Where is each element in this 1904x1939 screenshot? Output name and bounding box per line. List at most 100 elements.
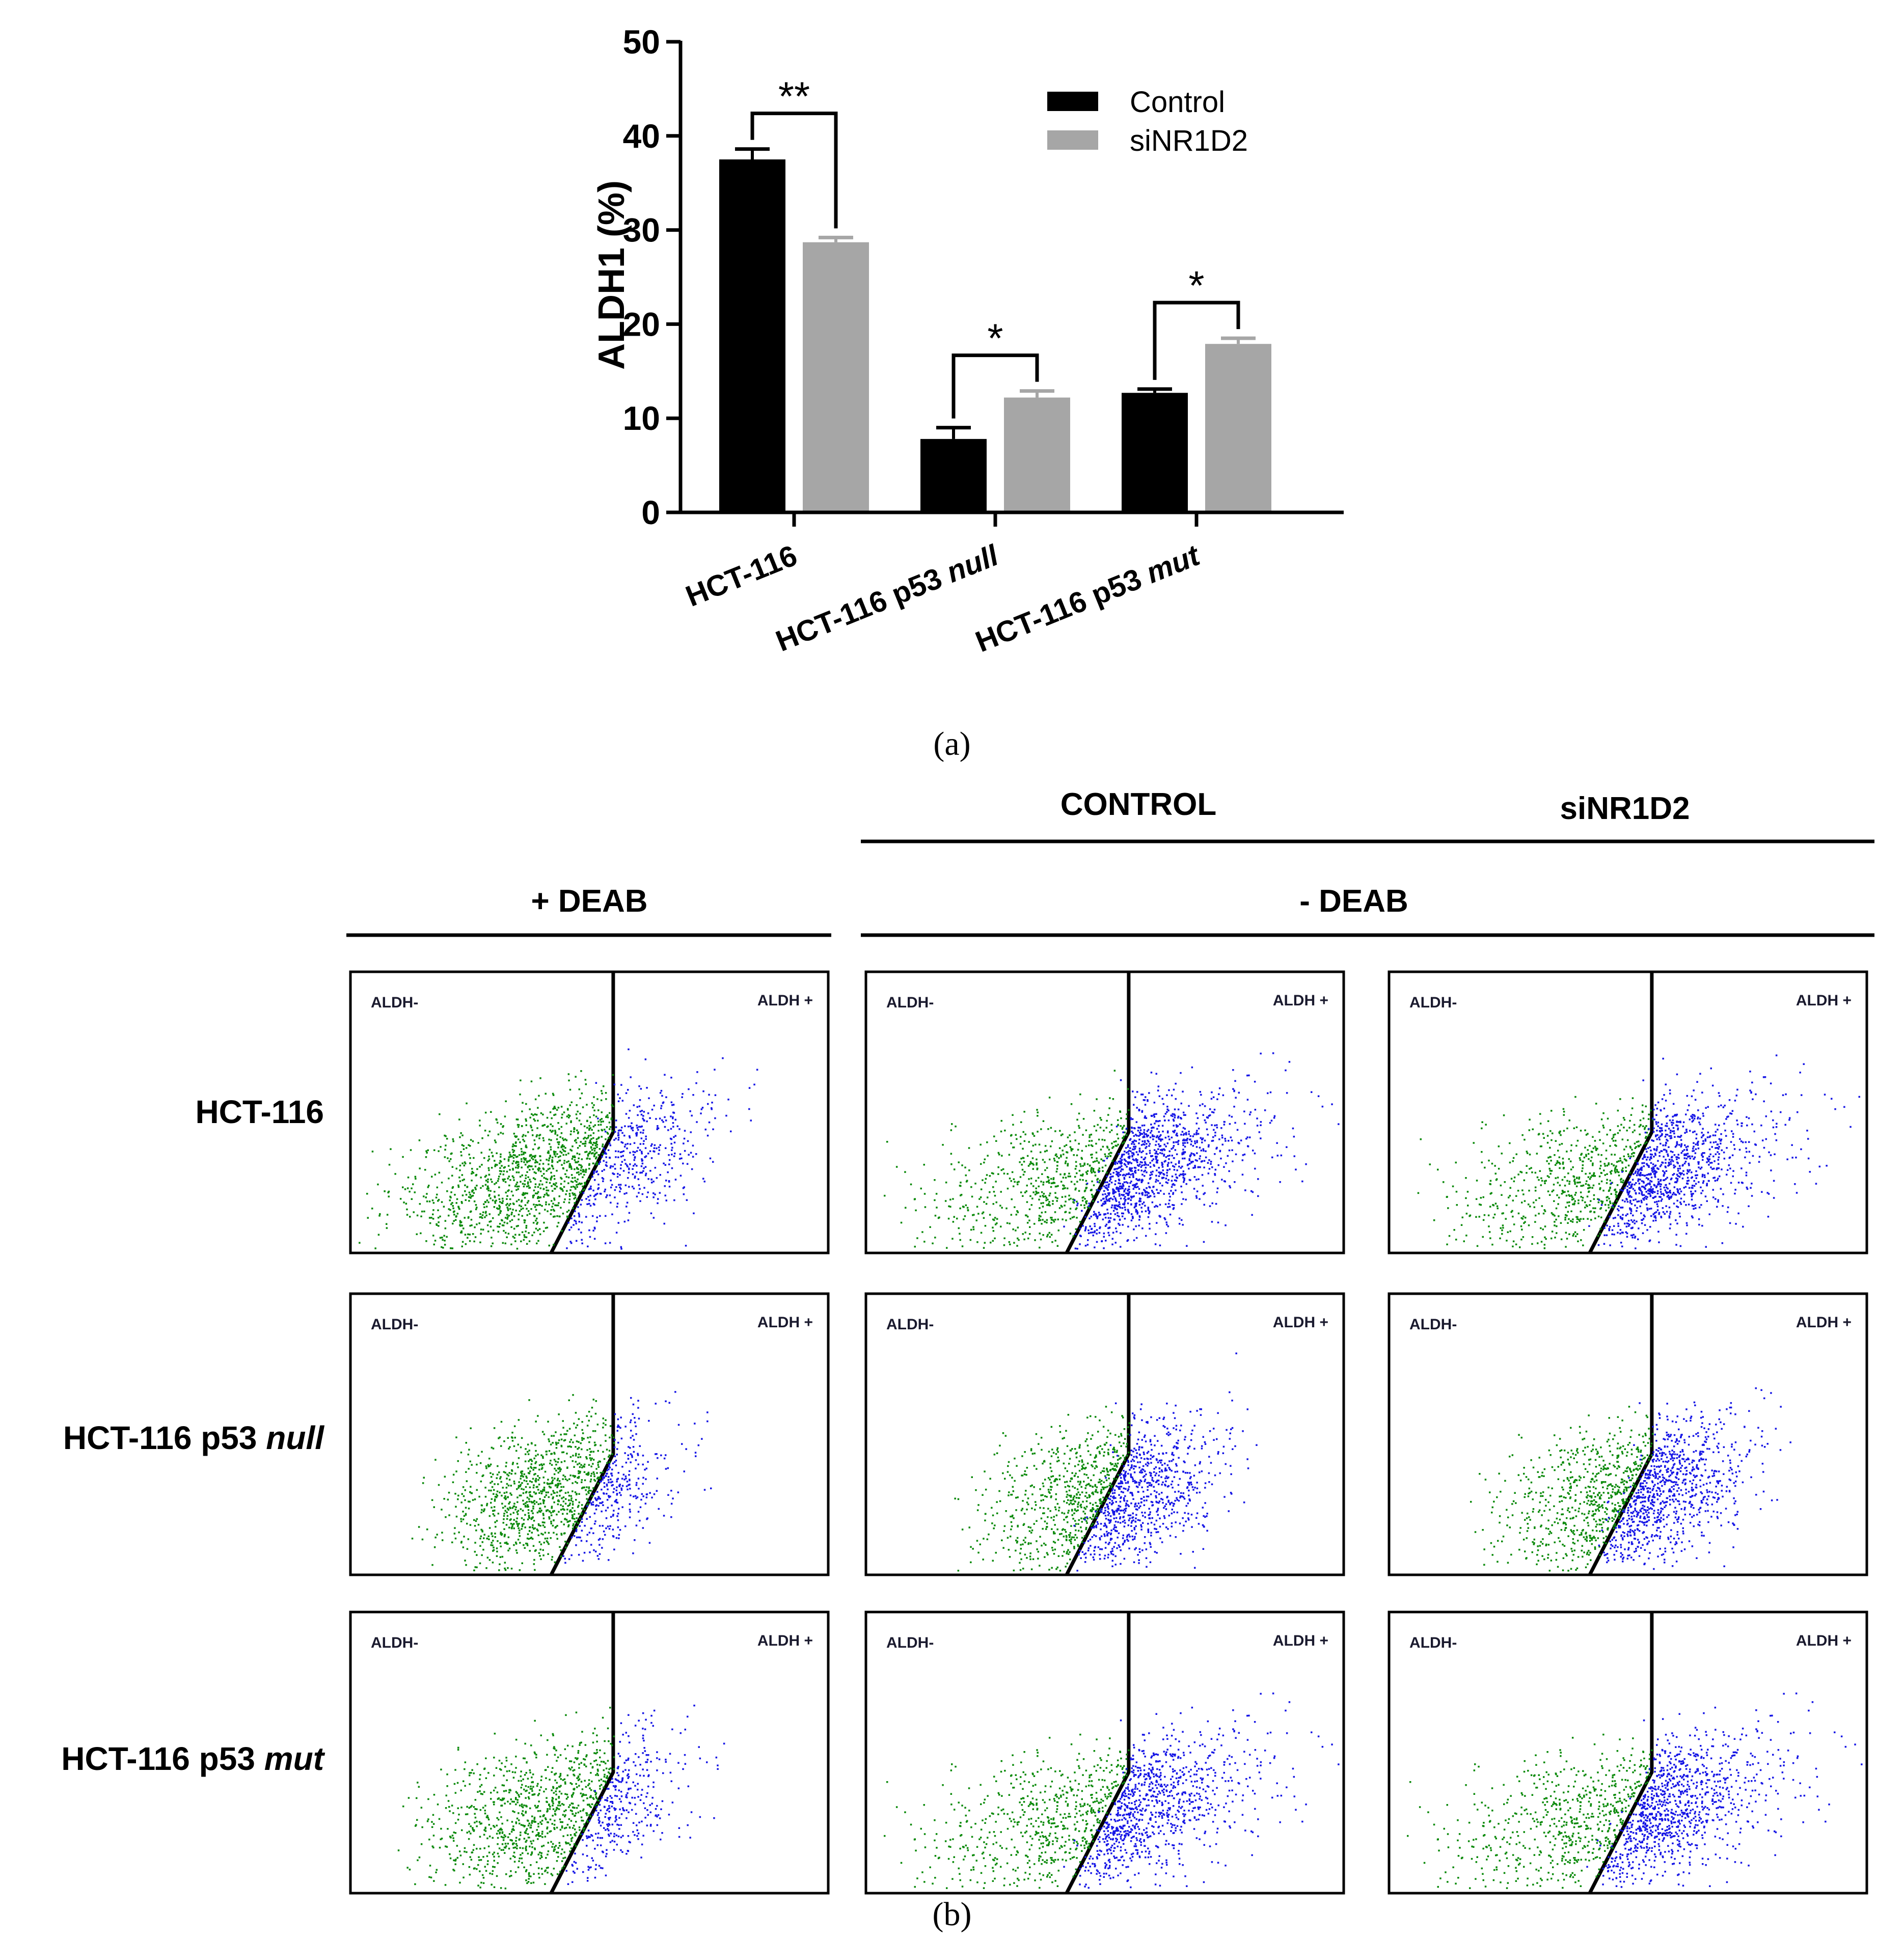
- events-aldh-positive: [1073, 1352, 1258, 1572]
- legend-swatch-control: [1047, 92, 1098, 111]
- header-sinr1d2: siNR1D2: [1560, 791, 1690, 826]
- events-aldh-negative: [954, 1406, 1130, 1572]
- y-axis-label: ALDH1 (%): [591, 180, 632, 370]
- x-tick-label-main: HCT-116 p53: [771, 558, 954, 658]
- significance-stars: **: [778, 74, 810, 119]
- y-tick-label: 30: [623, 211, 660, 249]
- scatter-plot-r2-c1: ALDH- ALDH +: [349, 1292, 830, 1576]
- gate-line: [1588, 1294, 1654, 1576]
- events-aldh-positive: [565, 1704, 725, 1885]
- scatter-plot-r2-c3: ALDH- ALDH +: [1388, 1292, 1868, 1576]
- plot-frame: [864, 1292, 1345, 1576]
- gate-label-positive: ALDH +: [757, 1632, 813, 1649]
- events-aldh-positive: [1588, 1054, 1860, 1249]
- plot-frame: [1388, 1610, 1868, 1895]
- legend-label-sinr1d2: siNR1D2: [1130, 124, 1248, 157]
- row-label-italic: mut: [264, 1740, 325, 1777]
- events-aldh-positive: [1598, 1387, 1791, 1570]
- x-tick-label-main: HCT-116: [681, 539, 802, 613]
- gate-label-negative: ALDH-: [886, 994, 934, 1011]
- gate-label-negative: ALDH-: [371, 1316, 418, 1333]
- gate-line: [549, 1612, 615, 1894]
- bar-sinr1d2-1: [1004, 397, 1070, 512]
- row-label-italic: null: [266, 1419, 324, 1456]
- header-plus-deab: + DEAB: [531, 884, 647, 919]
- x-tick-label: HCT-116: [681, 539, 802, 613]
- plot-frame: [1388, 970, 1868, 1254]
- scatter-plot-r3-c3: ALDH- ALDH +: [1388, 1610, 1868, 1895]
- events-aldh-negative: [1417, 1096, 1654, 1249]
- significance-stars: *: [987, 316, 1003, 361]
- bar-sinr1d2-2: [1205, 344, 1271, 512]
- row-label-main: HCT-116 p53: [63, 1419, 266, 1456]
- caption-b: (b): [933, 1896, 972, 1933]
- legend-label-control: Control: [1130, 86, 1225, 119]
- gate-label-negative: ALDH-: [886, 1316, 934, 1333]
- row-label-main: HCT-116: [195, 1094, 324, 1130]
- events-aldh-negative: [397, 1706, 615, 1890]
- plot-frame: [349, 1610, 830, 1895]
- flow-cytometry-panel: CONTROL siNR1D2 + DEAB - DEAB HCT-116 HCT…: [61, 787, 1874, 1933]
- y-tick-label: 0: [641, 494, 660, 531]
- events-aldh-negative: [1407, 1733, 1653, 1889]
- significance-bracket: [951, 353, 1039, 419]
- header-control: CONTROL: [1060, 787, 1217, 822]
- bar-control-1: [920, 439, 987, 512]
- x-tick-label-italic: null: [942, 538, 1004, 589]
- scatter-plot-r2-c2: ALDH- ALDH +: [864, 1292, 1345, 1576]
- gate-label-positive: ALDH +: [1796, 1632, 1852, 1649]
- gate-line: [549, 1294, 615, 1576]
- scatter-plot-r1-c2: ALDH- ALDH +: [864, 970, 1345, 1254]
- scatter-plot-r1-c3: ALDH- ALDH +: [1388, 970, 1868, 1254]
- x-tick-label-italic: mut: [1141, 538, 1205, 590]
- gate-label-positive: ALDH +: [1273, 992, 1328, 1009]
- gate-label-positive: ALDH +: [1273, 1314, 1328, 1331]
- legend-swatch-sinr1d2: [1047, 130, 1098, 150]
- bar-sinr1d2-0: [803, 242, 869, 512]
- scatter-plot-r3-c1: ALDH- ALDH +: [349, 1610, 830, 1895]
- gate-line: [549, 972, 615, 1254]
- row-label: HCT-116 p53 null: [63, 1419, 324, 1456]
- row-label: HCT-116 p53 mut: [61, 1740, 325, 1777]
- gate-line: [1065, 1294, 1131, 1576]
- y-tick-label: 20: [623, 305, 660, 343]
- gate-label-negative: ALDH-: [1409, 1316, 1457, 1333]
- events-aldh-positive: [1063, 1052, 1340, 1250]
- gate-label-negative: ALDH-: [1409, 1634, 1457, 1651]
- gate-line: [1588, 972, 1654, 1254]
- gate-label-positive: ALDH +: [757, 992, 813, 1009]
- scatter-plot-r3-c2: ALDH- ALDH +: [864, 1610, 1345, 1895]
- row-label-main: HCT-116 p53: [61, 1740, 264, 1777]
- gate-label-negative: ALDH-: [371, 1634, 418, 1651]
- y-tick-label: 50: [623, 23, 660, 61]
- events-aldh-positive: [1586, 1692, 1863, 1888]
- events-aldh-positive: [1063, 1692, 1340, 1889]
- x-tick-label-main: HCT-116 p53: [971, 559, 1154, 659]
- plot-frame: [349, 1292, 830, 1576]
- gate-label-positive: ALDH +: [1273, 1632, 1328, 1649]
- gate-label-positive: ALDH +: [757, 1314, 813, 1331]
- plot-frame: [1388, 1292, 1868, 1576]
- row-label: HCT-116: [195, 1094, 324, 1130]
- gate-line: [1065, 972, 1131, 1254]
- gate-label-positive: ALDH +: [1796, 992, 1852, 1009]
- gate-line: [1588, 1612, 1654, 1894]
- bar-control-0: [719, 159, 785, 512]
- significance-bracket: [750, 112, 838, 229]
- significance-bracket: [1153, 301, 1240, 380]
- significance-stars: *: [1188, 263, 1204, 308]
- caption-a: (a): [933, 725, 970, 762]
- gate-line: [1065, 1612, 1131, 1894]
- events-aldh-positive: [566, 1048, 758, 1250]
- x-tick-label: HCT-116 p53 null: [771, 538, 1003, 658]
- significance-brackets: ****: [750, 74, 1240, 419]
- events-aldh-negative: [359, 1070, 614, 1250]
- plot-frame: [864, 970, 1345, 1254]
- y-tick-label: 10: [623, 399, 660, 437]
- events-aldh-positive: [562, 1391, 712, 1564]
- header-minus-deab: - DEAB: [1299, 884, 1408, 919]
